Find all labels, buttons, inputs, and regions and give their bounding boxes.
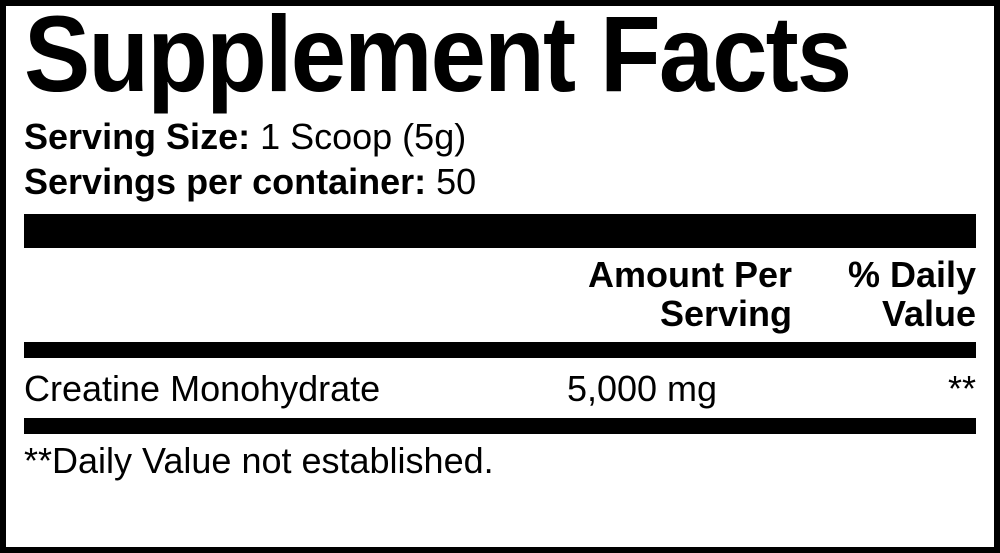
servings-per-container-value: 50 — [426, 161, 476, 202]
supplement-facts-panel: Supplement Facts Serving Size: 1 Scoop (… — [0, 0, 1000, 553]
column-header-dv-line2: Value — [882, 293, 976, 334]
column-header-amount-line2: Serving — [660, 293, 792, 334]
servings-per-container-label: Servings per container: — [24, 161, 426, 202]
divider-medium-1 — [24, 342, 976, 358]
column-header-amount: Amount Per Serving — [492, 256, 792, 334]
serving-size-line: Serving Size: 1 Scoop (5g) — [24, 114, 976, 159]
ingredient-row: Creatine Monohydrate 5,000 mg ** — [24, 360, 976, 416]
ingredient-dv: ** — [816, 368, 976, 410]
serving-size-label: Serving Size: — [24, 116, 250, 157]
divider-thick — [24, 214, 976, 248]
servings-per-container-line: Servings per container: 50 — [24, 159, 976, 204]
column-header-row: Amount Per Serving % Daily Value — [24, 252, 976, 340]
divider-medium-2 — [24, 418, 976, 434]
serving-block: Serving Size: 1 Scoop (5g) Servings per … — [24, 114, 976, 204]
column-header-amount-line1: Amount Per — [588, 254, 792, 295]
panel-title: Supplement Facts — [24, 0, 900, 108]
ingredient-name: Creatine Monohydrate — [24, 368, 492, 410]
footnote: **Daily Value not established. — [24, 436, 976, 482]
serving-size-value: 1 Scoop (5g) — [250, 116, 466, 157]
ingredient-amount: 5,000 mg — [492, 368, 792, 410]
column-header-dv: % Daily Value — [816, 256, 976, 334]
column-header-dv-line1: % Daily — [848, 254, 976, 295]
